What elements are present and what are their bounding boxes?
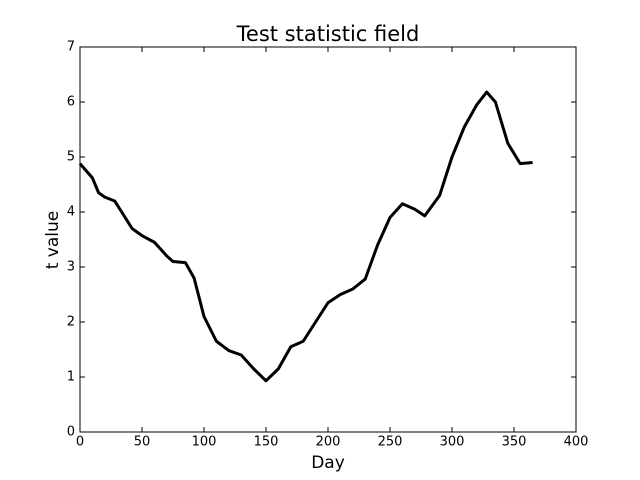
data-line	[78, 90, 533, 383]
x-tick-label: 250	[378, 435, 403, 450]
y-tick-label: 6	[67, 95, 75, 110]
y-axis-label: t value	[43, 211, 63, 270]
y-tick-label: 3	[67, 260, 75, 275]
x-tick-label: 100	[192, 435, 217, 450]
plot-frame	[79, 46, 577, 433]
y-tick-label: 5	[67, 150, 75, 165]
y-tick-label: 2	[67, 315, 75, 330]
x-tick-label: 0	[76, 435, 84, 450]
y-tick-label: 4	[67, 205, 75, 220]
y-tick-label: 1	[67, 370, 75, 385]
chart-title: Test statistic field	[236, 22, 420, 46]
x-tick-label: 350	[502, 435, 527, 450]
x-tick-label: 50	[134, 435, 151, 450]
y-tick-label: 7	[67, 40, 75, 55]
x-tick-label: 200	[316, 435, 341, 450]
x-tick-label: 300	[440, 435, 465, 450]
x-axis-label: Day	[311, 453, 345, 473]
x-tick-label: 150	[254, 435, 279, 450]
x-tick-label: 400	[564, 435, 589, 450]
y-tick-label: 0	[67, 425, 75, 440]
